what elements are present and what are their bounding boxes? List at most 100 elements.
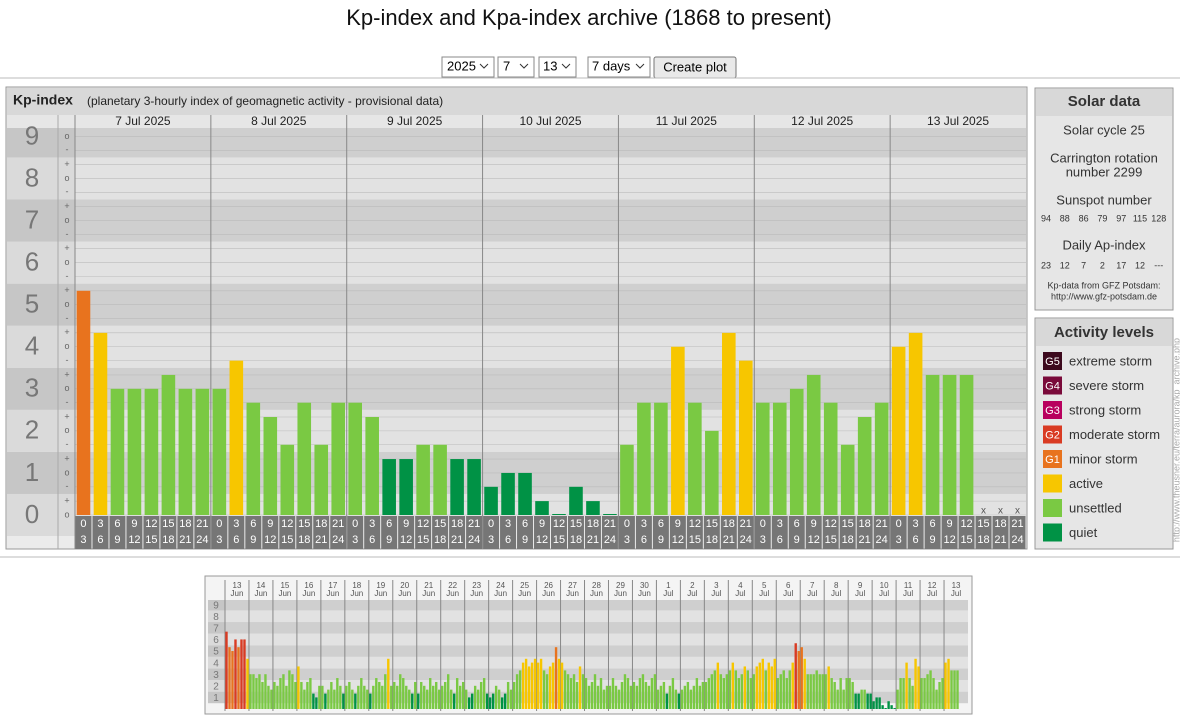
y-tick-label: 6 [25,246,39,276]
bar [959,374,974,515]
x-tick-label: 18 [859,518,871,530]
bar [503,693,507,709]
x-tick-label: 9 [250,534,256,546]
bar [872,701,875,709]
bar [357,685,360,709]
chevron [561,63,571,69]
day-label: 30 [640,581,649,590]
day-value[interactable]: 13 [543,58,557,73]
bar [476,689,480,709]
bar [372,685,375,709]
legend-label: quiet [1069,525,1098,540]
grid-band [225,656,968,669]
bar [767,662,770,709]
day-label: 10 [880,581,889,590]
bar [423,685,426,709]
day-select[interactable] [538,56,577,78]
bar [620,681,624,709]
bar [851,681,854,709]
bar [234,639,237,709]
legend-swatch [1043,425,1062,444]
bar [857,416,872,515]
year-select[interactable] [441,56,495,78]
month-select[interactable] [497,56,535,78]
day-label: 13 [233,581,242,590]
day-label: 10 Jul 2025 [519,114,581,128]
bar [333,689,336,709]
day-label: Jun [350,589,363,598]
missing-label: x [981,506,986,517]
day-label: Jun [422,589,435,598]
minor-tick-label: o [64,425,69,435]
bar [524,658,528,709]
bar [923,678,926,709]
y-tick-label: 0 [25,499,39,529]
x-tick-cell [364,516,381,549]
day-label: 19 [376,581,385,590]
legend-badge: G1 [1045,454,1060,466]
bar [692,685,696,709]
bar [581,674,585,709]
x-tick-label: 24 [604,534,616,546]
y-tick-label: 3 [25,373,39,403]
legend-label: strong storm [1069,402,1141,417]
x-tick-label: 6 [250,518,256,530]
bar [596,685,600,709]
axis-band [208,645,225,657]
bar [785,678,788,709]
bar [629,685,633,709]
axis-band [208,622,225,634]
x-tick-label: 6 [369,534,375,546]
x-tick-cell [890,516,907,549]
x-tick-label: 18 [842,534,854,546]
bar [485,693,489,709]
bar [818,674,821,709]
x-tick-label: 9 [794,534,800,546]
bar [416,444,430,515]
x-tick-label: 3 [913,518,919,530]
x-tick-label: 12 [553,518,565,530]
carrington: Carrington rotation [1050,150,1158,165]
bar [243,639,246,709]
bar [932,678,935,709]
controls: 2025 7 13 7 days Create plot [441,56,737,79]
grid-band [225,680,968,692]
minor-tick-label: - [66,145,69,155]
bar [518,670,522,709]
bar [509,689,513,709]
y-tick-label: 8 [213,612,219,623]
minor-tick-label: - [66,313,69,323]
month-value[interactable]: 7 [503,58,510,73]
bar [360,678,363,709]
solar-value: 12 [1135,260,1145,270]
x-tick-label: 0 [352,518,358,530]
x-tick-label: 18 [706,534,718,546]
x-tick-label: 3 [777,518,783,530]
x-tick-label: 6 [114,518,120,530]
bar [947,658,950,709]
x-tick-cell [483,516,500,549]
x-tick-label: 12 [689,518,701,530]
bar [309,678,312,709]
x-tick-label: 9 [403,518,409,530]
legend-badge: G4 [1045,380,1060,392]
bar [637,402,651,515]
bar [953,670,956,709]
legend-swatch [1043,523,1062,542]
bar [533,658,537,709]
span-select[interactable] [587,56,651,78]
x-tick-label: 18 [994,518,1006,530]
bar [674,689,678,709]
day-label: 4 [738,581,743,590]
day-label: 28 [592,581,601,590]
bar [212,388,227,515]
span-value[interactable]: 7 days [592,58,631,73]
bar [739,360,753,515]
bar [479,681,483,709]
create-button-label[interactable]: Create plot [663,59,727,74]
x-tick-cell [194,516,211,549]
day-label: 5 [762,581,767,590]
year-value[interactable]: 2025 [447,58,476,73]
x-tick-label: 18 [977,534,989,546]
bar [527,666,531,709]
